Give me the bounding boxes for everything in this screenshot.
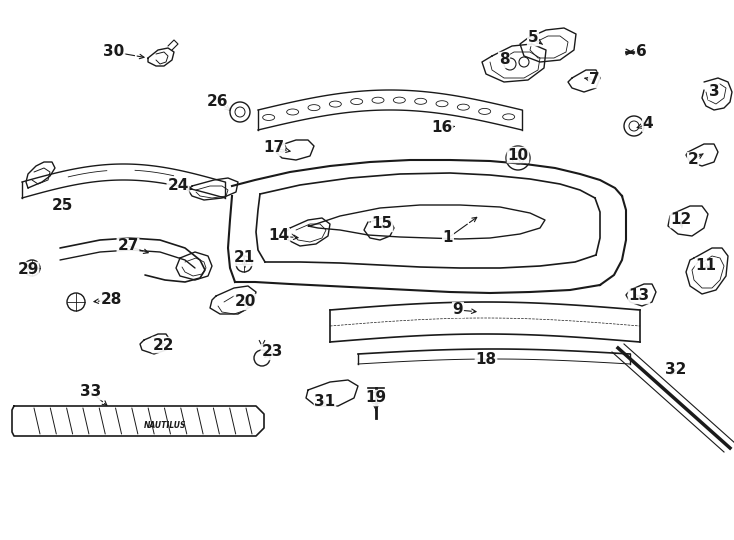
Text: 29: 29 xyxy=(18,262,39,278)
Text: 1: 1 xyxy=(443,231,454,246)
Text: 30: 30 xyxy=(103,44,125,59)
Text: 23: 23 xyxy=(261,345,283,360)
Text: 25: 25 xyxy=(51,199,73,213)
Text: 32: 32 xyxy=(665,362,687,377)
Text: 9: 9 xyxy=(453,302,463,318)
Text: 24: 24 xyxy=(167,179,189,193)
Text: 5: 5 xyxy=(528,30,538,45)
Text: 14: 14 xyxy=(269,228,289,244)
Text: 26: 26 xyxy=(207,94,229,110)
Text: 7: 7 xyxy=(589,72,600,87)
Text: 12: 12 xyxy=(670,213,691,227)
Text: 28: 28 xyxy=(101,293,122,307)
Text: 18: 18 xyxy=(476,353,497,368)
Text: 11: 11 xyxy=(696,259,716,273)
Text: 20: 20 xyxy=(234,294,255,309)
Text: 31: 31 xyxy=(314,395,335,409)
Text: 2: 2 xyxy=(688,152,698,167)
Text: 6: 6 xyxy=(636,44,647,59)
Text: 16: 16 xyxy=(432,120,453,136)
Text: 4: 4 xyxy=(643,117,653,132)
Text: 19: 19 xyxy=(366,390,387,406)
Text: 33: 33 xyxy=(81,384,101,400)
Text: 17: 17 xyxy=(264,140,285,156)
Text: 8: 8 xyxy=(498,52,509,68)
Text: 10: 10 xyxy=(507,147,528,163)
Text: 21: 21 xyxy=(233,251,255,266)
Text: 15: 15 xyxy=(371,217,393,232)
Text: NAUTILUS: NAUTILUS xyxy=(144,421,186,429)
Text: 27: 27 xyxy=(117,239,139,253)
Text: 22: 22 xyxy=(152,338,174,353)
Text: 13: 13 xyxy=(628,288,650,303)
Text: 3: 3 xyxy=(709,84,719,99)
